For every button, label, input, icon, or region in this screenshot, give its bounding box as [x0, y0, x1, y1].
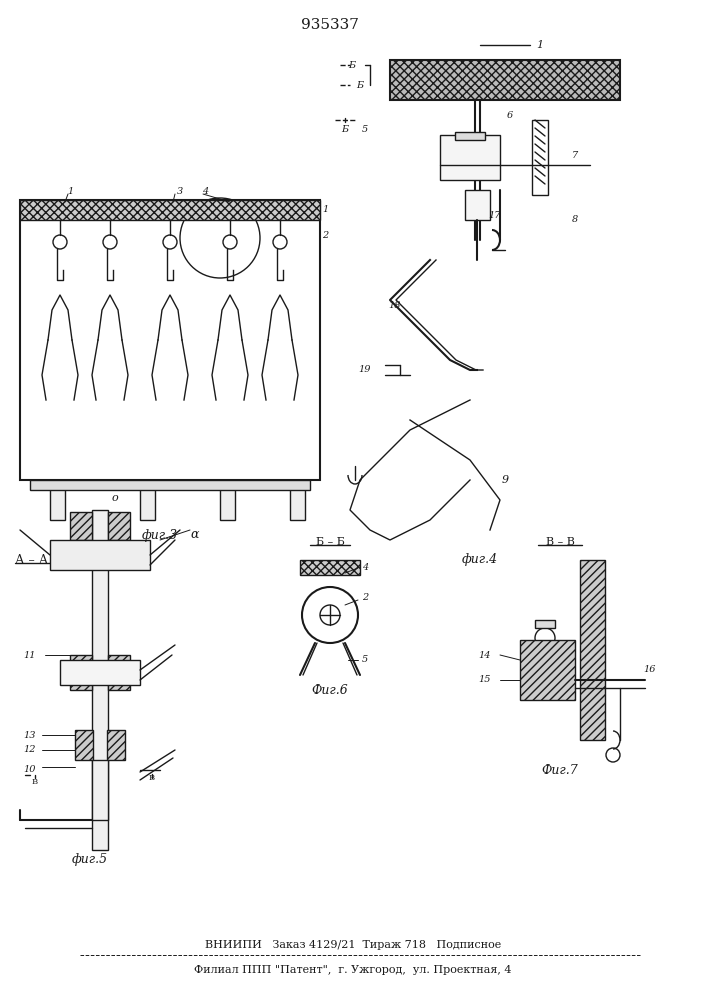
Text: 6: 6 — [507, 110, 513, 119]
Text: ВНИИПИ   Заказ 4129/21  Тираж 718   Подписное: ВНИИПИ Заказ 4129/21 Тираж 718 Подписное — [205, 940, 501, 950]
Bar — [60, 660, 140, 685]
Bar — [390, 60, 620, 100]
Text: Фиг.6: Фиг.6 — [312, 684, 349, 696]
Text: 13: 13 — [24, 730, 36, 740]
Bar — [108, 512, 130, 540]
Text: Б – Б: Б – Б — [315, 537, 344, 547]
Bar — [70, 655, 92, 690]
Text: 4: 4 — [362, 564, 368, 572]
Text: 8: 8 — [572, 216, 578, 225]
Bar — [465, 190, 490, 220]
Text: 14: 14 — [479, 650, 491, 660]
Text: 9: 9 — [501, 475, 508, 485]
Text: Филиал ППП "Патент",  г. Ужгород,  ул. Проектная, 4: Филиал ППП "Патент", г. Ужгород, ул. Про… — [194, 965, 512, 975]
Bar — [70, 512, 92, 540]
Bar — [290, 480, 305, 520]
Bar — [300, 560, 360, 575]
Bar — [107, 730, 125, 760]
Text: 1: 1 — [322, 206, 328, 215]
Text: 2: 2 — [322, 231, 328, 239]
Text: 3: 3 — [177, 188, 183, 196]
Text: Фиг.7: Фиг.7 — [542, 764, 578, 776]
Text: 19: 19 — [358, 365, 371, 374]
Text: 5: 5 — [362, 656, 368, 664]
Text: 15: 15 — [479, 676, 491, 684]
Text: В: В — [32, 778, 38, 786]
Bar — [75, 730, 93, 760]
Text: α: α — [191, 528, 199, 542]
Bar — [50, 540, 150, 570]
Text: фиг.4: фиг.4 — [462, 554, 498, 566]
Text: фиг.5: фиг.5 — [72, 854, 108, 866]
Bar — [20, 200, 320, 480]
Bar — [50, 480, 65, 520]
Bar — [220, 480, 235, 520]
Bar — [30, 480, 310, 490]
Bar — [455, 132, 485, 140]
Text: В – В: В – В — [546, 537, 574, 547]
Bar — [108, 655, 130, 690]
Text: 16: 16 — [644, 666, 656, 674]
Bar — [140, 480, 155, 520]
Text: 7: 7 — [572, 150, 578, 159]
Text: o: o — [112, 493, 118, 503]
Bar — [535, 620, 555, 628]
Text: 4: 4 — [202, 188, 208, 196]
Bar — [92, 510, 108, 850]
Text: 17: 17 — [489, 211, 501, 220]
Text: Б: Б — [356, 81, 363, 90]
Text: 10: 10 — [24, 766, 36, 774]
Text: 5: 5 — [362, 125, 368, 134]
Text: Б: Б — [349, 60, 356, 70]
Text: 18: 18 — [389, 300, 402, 310]
Bar — [520, 640, 575, 700]
Bar — [20, 200, 320, 220]
Text: фиг.3: фиг.3 — [142, 528, 178, 542]
Text: 11: 11 — [24, 650, 36, 660]
Text: 2: 2 — [362, 593, 368, 602]
Text: 12: 12 — [24, 746, 36, 754]
Text: 935337: 935337 — [301, 18, 359, 32]
Text: 1: 1 — [537, 40, 544, 50]
Bar — [440, 135, 500, 180]
Text: А – А: А – А — [15, 554, 48, 566]
Text: Б: Б — [341, 125, 349, 134]
Bar — [580, 560, 605, 740]
Text: 1: 1 — [67, 188, 73, 196]
Text: В: В — [149, 774, 155, 782]
Bar — [92, 760, 108, 820]
Bar — [532, 120, 548, 195]
